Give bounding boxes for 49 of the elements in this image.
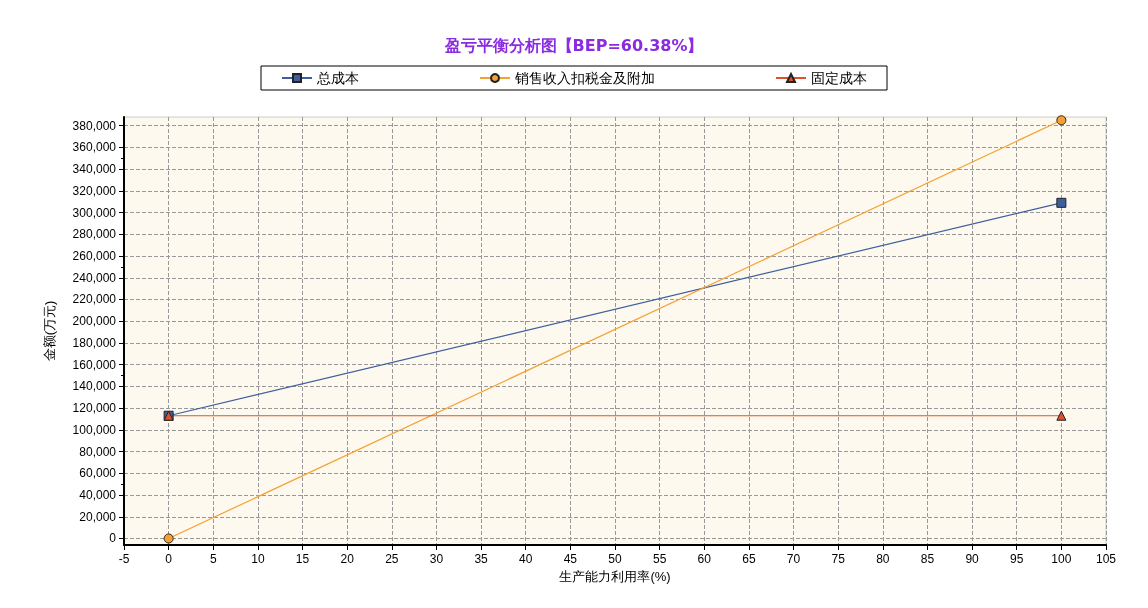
x-tick-label: 25	[385, 552, 399, 566]
y-tick-label: 220,000	[72, 292, 117, 307]
y-tick-label: 380,000	[72, 118, 117, 133]
legend-label: 总成本	[316, 70, 359, 86]
x-tick-label: 5	[209, 552, 217, 566]
x-tick-label: 90	[965, 552, 980, 566]
x-tick-label: 95	[1010, 552, 1024, 566]
x-tick-label: 50	[608, 552, 622, 566]
x-tick-label: 35	[474, 552, 489, 566]
x-tick-label: 85	[920, 552, 935, 566]
x-tick-label: 65	[742, 552, 756, 566]
y-axis-title: 金额(万元)	[42, 300, 57, 362]
y-tick-label: 320,000	[72, 183, 117, 198]
x-tick-label: 0	[165, 552, 173, 566]
legend-label: 固定成本	[811, 70, 867, 86]
y-tick-label: 120,000	[72, 401, 117, 416]
y-tick-label: 360,000	[72, 140, 117, 155]
x-tick-label: 80	[876, 552, 890, 566]
y-tick-label: 340,000	[72, 162, 117, 177]
legend-label: 销售收入扣税金及附加	[514, 70, 655, 86]
x-tick-label: 75	[831, 552, 846, 566]
y-tick-label: 300,000	[72, 205, 117, 220]
y-tick-label: 200,000	[72, 314, 117, 329]
y-tick-label: 60,000	[79, 466, 117, 481]
x-tick-label: 45	[563, 552, 578, 566]
y-tick-label: 260,000	[72, 249, 117, 264]
x-tick-label: 15	[295, 552, 310, 566]
x-tick-label: 40	[519, 552, 533, 566]
x-tick-label: -5	[118, 552, 130, 566]
y-tick-label: 140,000	[72, 379, 117, 394]
x-axis-title: 生产能力利用率(%)	[559, 568, 671, 584]
y-tick-label: 40,000	[79, 488, 117, 503]
x-tick-label: 55	[652, 552, 667, 566]
y-tick-label: 20,000	[79, 509, 117, 524]
x-tick-label: 105	[1095, 552, 1117, 566]
x-tick-label: 60	[697, 552, 712, 566]
y-tick-label: 280,000	[72, 227, 117, 242]
y-tick-label: 180,000	[72, 335, 117, 350]
y-tick-label: 0	[109, 531, 117, 546]
x-tick-label: 100	[1051, 552, 1072, 566]
y-tick-label: 160,000	[72, 357, 117, 372]
x-tick-label: 20	[340, 552, 355, 566]
x-tick-label: 30	[429, 552, 444, 566]
y-tick-label: 80,000	[79, 444, 117, 459]
chart-title: 盈亏平衡分析图【BEP=60.38%】	[443, 35, 704, 55]
y-tick-label: 240,000	[72, 270, 117, 285]
x-tick-label: 10	[251, 552, 265, 566]
y-tick-label: 100,000	[72, 422, 117, 437]
x-tick-label: 70	[786, 552, 801, 566]
